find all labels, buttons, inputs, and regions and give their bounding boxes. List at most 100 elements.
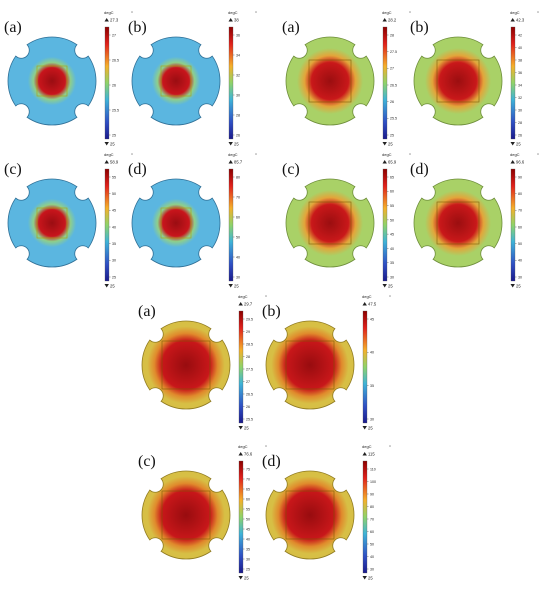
colorbar-tick-label: 80 — [370, 505, 374, 509]
colorbar — [228, 168, 234, 282]
colorbar-tick-label: 42 — [518, 33, 522, 37]
colorbar-tick-label: 25 — [390, 133, 394, 137]
max-arrow-icon — [104, 160, 109, 164]
min-arrow-icon — [104, 142, 109, 146]
colorbar — [238, 310, 244, 424]
colorbar-tick-label: 100 — [370, 480, 376, 484]
colorbar-unit: degC — [510, 10, 520, 15]
panel-group-2-1: degC 42.3 42 40 38 36 34 32 30 28 26 25 (b) — [410, 6, 542, 151]
colorbar-tick-label: 40 — [518, 46, 522, 50]
colorbar-tick-label: 30 — [112, 259, 116, 263]
colorbar-tick-label: 75 — [246, 467, 250, 471]
colorbar-tick-label: 26 — [518, 133, 522, 137]
min-arrow-icon — [362, 426, 367, 430]
disc-body — [285, 36, 375, 126]
corner-mark-icon — [537, 11, 539, 13]
heater-outline — [36, 65, 68, 97]
colorbar-tick-label: 35 — [390, 261, 394, 265]
corner-mark-icon — [389, 295, 391, 297]
colorbar-tick-label: 36 — [518, 71, 522, 75]
colorbar-tick-label: 29 — [246, 330, 250, 334]
colorbar — [510, 26, 516, 140]
min-arrow-icon — [382, 284, 387, 288]
colorbar-unit: degC — [238, 444, 248, 449]
disc-body — [131, 178, 221, 268]
colorbar-tick-label: 25 — [112, 133, 116, 137]
min-arrow-icon — [228, 284, 233, 288]
heater-outline — [160, 65, 192, 97]
panel-label: (c) — [4, 161, 22, 178]
colorbar-tick-label: 40 — [236, 255, 240, 259]
colorbar-max: 38 — [234, 18, 239, 23]
corner-mark-icon — [409, 11, 411, 13]
corner-mark-icon — [255, 11, 257, 13]
colorbar-min: 25 — [110, 284, 115, 289]
panel-group-1-2: degC 58.9 55 50 45 40 35 30 25 25 (c) — [4, 148, 136, 293]
colorbar-tick-label: 55 — [390, 204, 394, 208]
heater-outline — [285, 340, 335, 390]
panel-group-3-3: degC 115 110 100 90 80 70 60 50 40 30 25 (d) — [262, 440, 394, 585]
colorbar-tick-label: 25.5 — [390, 117, 397, 121]
thermal-map: degC 28.2 28 27.5 27 26.5 26 25.5 25 25 — [285, 10, 411, 147]
heater-outline — [308, 59, 352, 103]
panel-label: (a) — [282, 19, 300, 36]
thermal-map: degC 29.7 29.5 29 28.5 28 27.5 27 26.5 26 25.5 25 — [141, 294, 267, 431]
corner-mark-icon — [389, 445, 391, 447]
panel-label: (b) — [410, 19, 429, 36]
colorbar-tick-label: 60 — [370, 530, 374, 534]
corner-mark-icon — [131, 11, 133, 13]
min-arrow-icon — [510, 142, 515, 146]
min-arrow-icon — [382, 142, 387, 146]
colorbar-tick-label: 40 — [112, 225, 116, 229]
colorbar-tick-label: 30 — [246, 557, 250, 561]
colorbar-max: 96.6 — [516, 160, 525, 165]
colorbar-tick-label: 34 — [236, 53, 240, 57]
thermal-map: degC 47.5 45 40 35 30 25 — [265, 294, 391, 431]
colorbar-tick-label: 28 — [390, 33, 394, 37]
colorbar-tick-label: 32 — [236, 73, 240, 77]
colorbar-tick-label: 26 — [112, 83, 116, 87]
colorbar-tick-label: 27 — [390, 67, 394, 71]
corner-mark-icon — [409, 153, 411, 155]
colorbar-tick-label: 28.5 — [246, 342, 253, 346]
colorbar — [104, 26, 110, 140]
panel-group-3-2: degC 76.6 75 70 65 60 55 50 45 40 35 30 25 25 (c) — [138, 440, 270, 585]
colorbar-unit: degC — [382, 152, 392, 157]
colorbar-tick-label: 45 — [246, 527, 250, 531]
min-arrow-icon — [510, 284, 515, 288]
thermal-map: degC 76.6 75 70 65 60 55 50 45 40 35 30 25 25 — [141, 444, 267, 581]
disc-body — [285, 178, 375, 268]
disc-body — [7, 36, 97, 126]
heater-outline — [436, 201, 480, 245]
colorbar-min: 25 — [368, 576, 373, 581]
colorbar-min: 25 — [388, 142, 393, 147]
colorbar-tick-label: 32 — [518, 96, 522, 100]
disc-body — [413, 36, 503, 126]
colorbar-tick-label: 65 — [390, 175, 394, 179]
colorbar-tick-label: 36 — [236, 33, 240, 37]
panel-group-1-3: degC 85.7 80 70 60 50 40 30 25 (d) — [128, 148, 260, 293]
min-arrow-icon — [238, 426, 243, 430]
max-arrow-icon — [104, 18, 109, 22]
max-arrow-icon — [238, 302, 243, 306]
colorbar-tick-label: 40 — [518, 259, 522, 263]
thermal-map: degC 27.3 27 26.5 26 25.5 25 25 — [7, 10, 133, 147]
colorbar-tick-label: 45 — [370, 317, 374, 321]
corner-mark-icon — [265, 445, 267, 447]
min-arrow-icon — [104, 284, 109, 288]
max-arrow-icon — [382, 160, 387, 164]
colorbar-tick-label: 26.5 — [112, 58, 119, 62]
colorbar-tick-label: 27.5 — [390, 50, 397, 54]
colorbar-unit: degC — [104, 152, 114, 157]
colorbar-tick-label: 25.5 — [112, 108, 119, 112]
colorbar-min: 25 — [388, 284, 393, 289]
colorbar — [104, 168, 110, 282]
heater-outline — [36, 207, 68, 239]
colorbar-tick-label: 45 — [390, 233, 394, 237]
colorbar-tick-label: 35 — [370, 384, 374, 388]
heater-outline — [161, 340, 211, 390]
disc-body — [265, 470, 355, 560]
colorbar-tick-label: 29.5 — [246, 317, 253, 321]
colorbar-max: 42.3 — [516, 18, 525, 23]
heater-outline — [308, 201, 352, 245]
